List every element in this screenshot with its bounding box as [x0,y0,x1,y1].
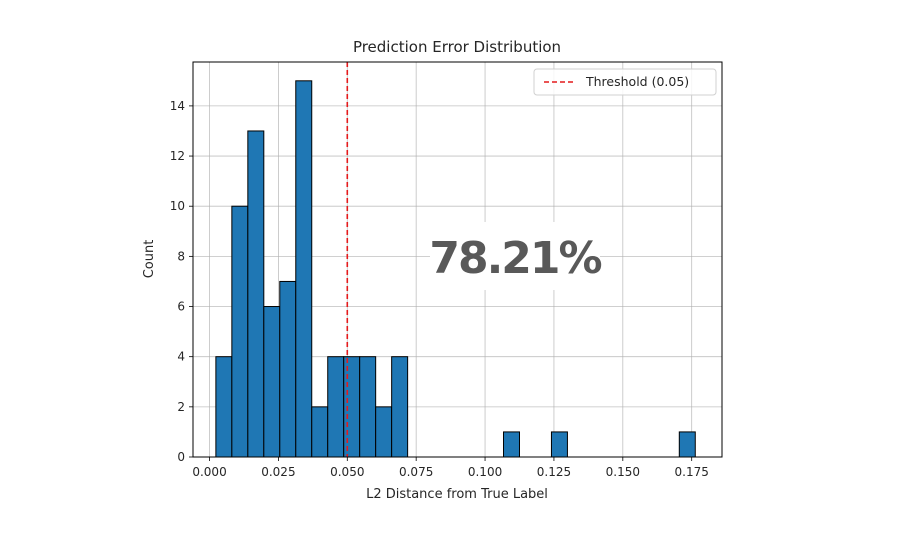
y-tick-label: 6 [177,300,185,314]
plot-frame [192,61,723,458]
x-tick-label: 0.100 [468,465,502,479]
histogram-bar [343,356,361,458]
histogram-bar [375,406,393,458]
y-axis-label: Count [142,240,157,279]
histogram-bar [295,80,313,458]
x-tick-label: 0.150 [606,465,640,479]
histogram-bar [311,406,329,458]
y-tick-label: 10 [170,199,185,213]
histogram-bar [359,356,377,458]
overlay-percentage: 78.21% [429,233,601,284]
y-tick-label: 8 [177,249,185,263]
legend-label: Threshold (0.05) [585,74,689,89]
legend-box [533,68,717,96]
histogram-bar [231,205,249,458]
histogram-bar [550,431,568,458]
histogram-bar [678,431,696,458]
x-tick-label: 0.175 [675,465,709,479]
histogram-bar [263,306,281,458]
y-ticks: 0 2 4 6 8 10 12 14 [170,99,193,464]
histogram-bar [247,130,265,458]
x-tick-label: 0.000 [192,465,226,479]
histogram-bar [215,356,233,458]
x-tick-label: 0.050 [330,465,364,479]
y-tick-label: 12 [170,149,185,163]
y-tick-label: 2 [177,400,185,414]
chart-title: Prediction Error Distribution [353,38,561,56]
x-ticks: 0.000 0.025 0.050 0.075 0.100 0.125 0.150 0.175 [192,457,709,479]
histogram-bar [279,280,297,458]
y-tick-label: 0 [177,450,185,464]
x-axis-label: L2 Distance from True Label [366,487,548,502]
overlay-badge: 78.21% [429,222,604,290]
overlay-background [430,222,600,290]
histogram-bar [391,356,409,458]
x-tick-label: 0.025 [261,465,295,479]
x-tick-label: 0.075 [399,465,433,479]
histogram-bar [503,431,520,458]
bars [215,80,696,458]
x-tick-label: 0.125 [537,465,571,479]
histogram-bar [327,356,345,458]
legend: Threshold (0.05) [533,68,717,96]
y-tick-label: 4 [177,350,185,364]
y-tick-label: 14 [170,99,185,113]
